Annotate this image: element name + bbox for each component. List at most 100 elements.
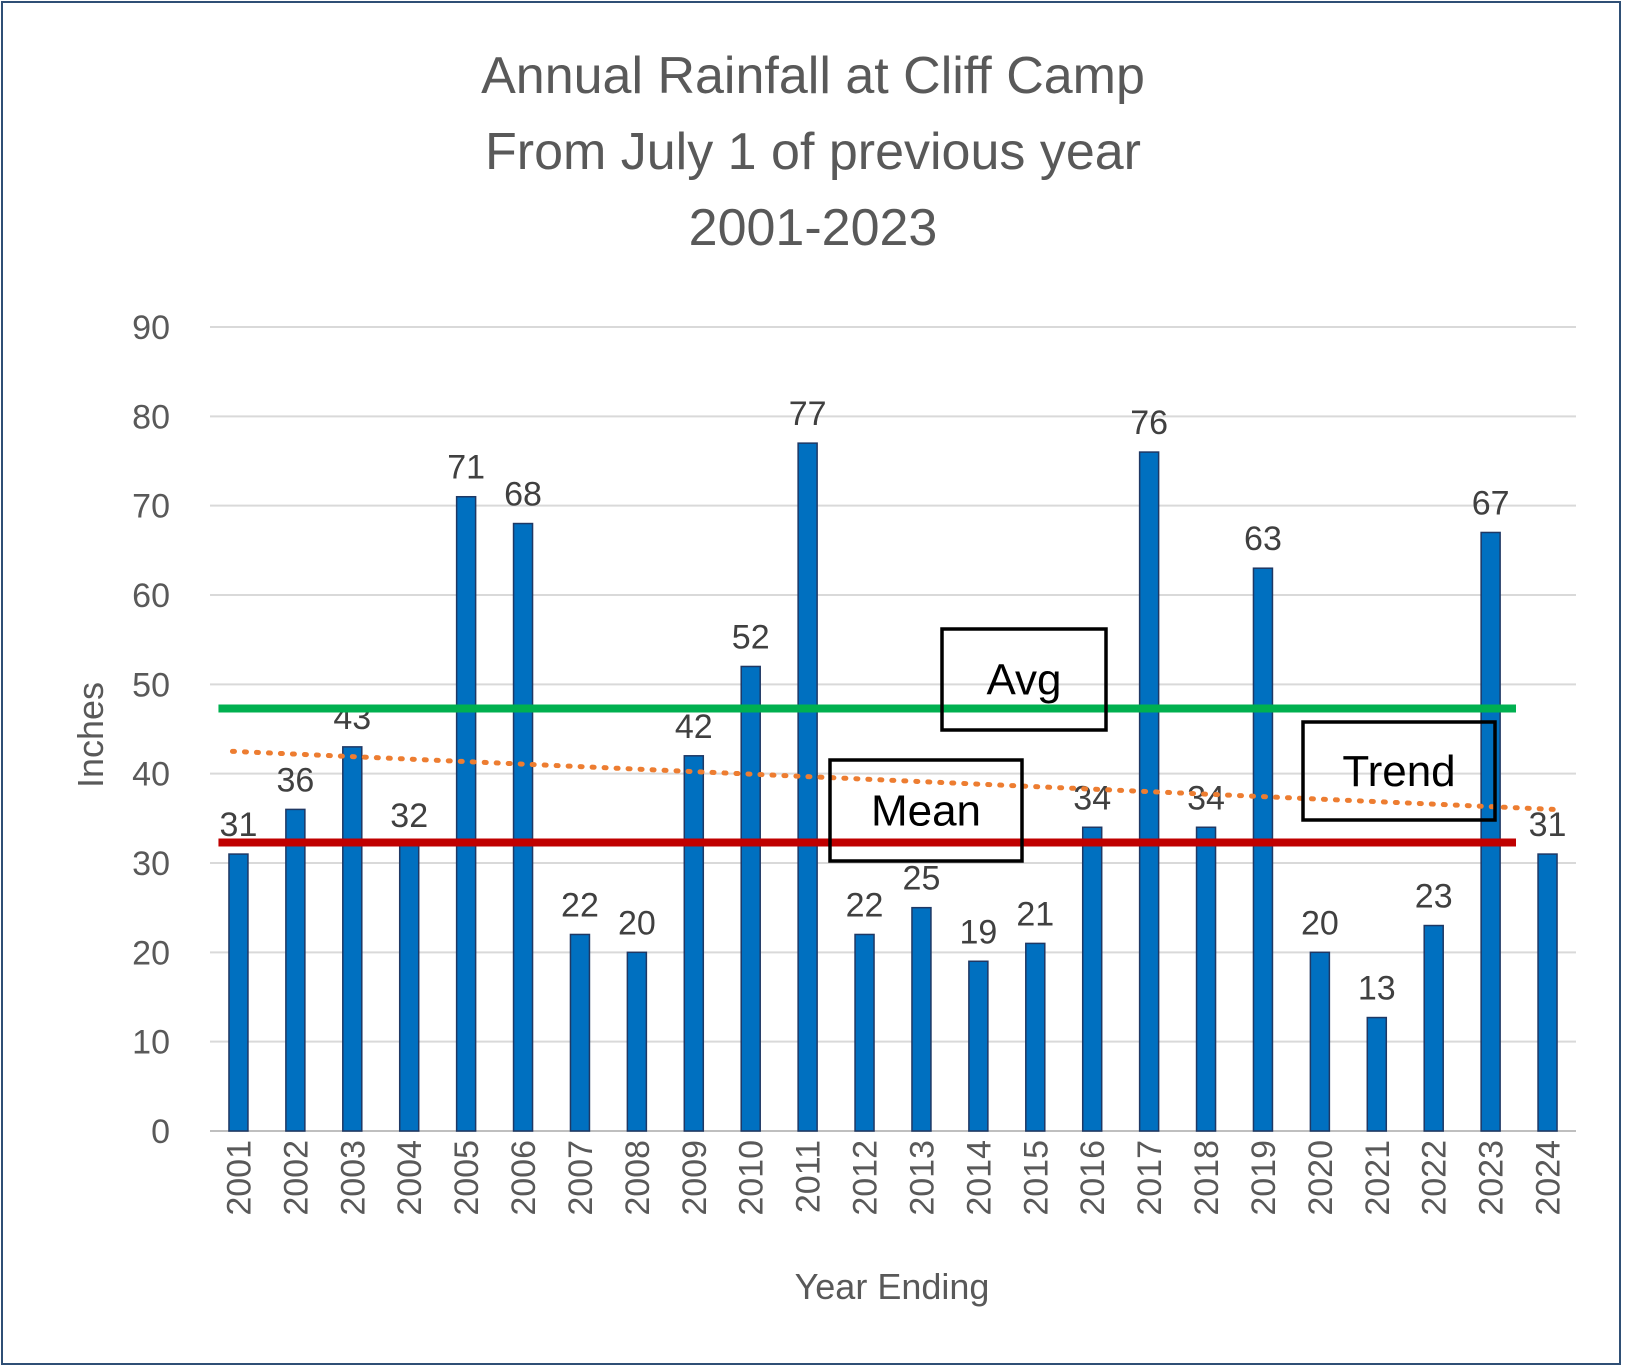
y-axis-ticks: 0 10 20 30 40 50 60 70 80 90 [132,309,170,1151]
y-tick-label: 30 [132,845,170,883]
bar [1537,853,1558,1132]
x-tick-label: 2013 [903,1140,941,1216]
data-label: 20 [1301,904,1339,942]
bar [1423,924,1444,1132]
x-tick-label: 2006 [505,1140,543,1216]
data-label: 19 [959,913,997,951]
x-tick-label: 2015 [1017,1140,1055,1216]
mean-annotation: Mean [828,758,1024,863]
bar [1195,826,1217,1132]
x-tick-label: 2017 [1131,1140,1169,1216]
bar [626,951,648,1132]
y-tick-label: 50 [132,666,170,704]
bar [740,665,761,1132]
x-axis-label: Year Ending [795,1266,990,1307]
bar [683,755,705,1132]
bar [569,933,591,1132]
data-label: 42 [675,708,713,746]
bar [512,522,534,1132]
x-tick-label: 2021 [1359,1140,1397,1216]
data-label: 25 [903,860,941,898]
trend-annotation: Trend [1301,720,1497,822]
data-label: 63 [1244,520,1282,558]
data-label: 34 [1187,779,1225,817]
mean-box [828,758,1024,863]
x-tick-label: 2003 [334,1140,372,1216]
y-tick-label: 0 [151,1113,170,1151]
annotations: Avg Mean Trend [828,627,1497,863]
data-label: 22 [846,886,884,924]
data-label: 31 [1529,806,1567,844]
data-label: 32 [390,797,428,835]
data-label: 34 [1073,779,1111,817]
mean-label: Mean [871,787,981,836]
data-label: 20 [618,904,656,942]
chart-title-line-1: Annual Rainfall at Cliff Camp [481,47,1145,105]
y-tick-label: 70 [132,488,170,526]
reference-lines [218,704,1557,847]
x-tick-label: 2016 [1074,1140,1112,1216]
bar [285,808,306,1132]
y-tick-label: 80 [132,398,170,436]
bar [968,960,989,1132]
y-tick-label: 10 [132,1024,170,1062]
x-tick-label: 2012 [847,1140,885,1216]
bar [1081,826,1103,1132]
x-tick-label: 2019 [1245,1140,1283,1216]
data-label: 68 [504,476,542,514]
x-tick-label: 2005 [448,1140,486,1216]
avg-box [940,627,1108,732]
bar [854,933,875,1132]
y-tick-label: 20 [132,934,170,972]
data-label: 77 [789,395,827,433]
data-label: 71 [447,449,485,487]
x-tick-label: 2023 [1473,1140,1511,1216]
bar [398,844,420,1132]
trend-label: Trend [1342,747,1455,796]
y-axis-label: Inches [70,682,111,788]
y-tick-label: 40 [132,756,170,794]
bar [1025,942,1046,1132]
data-label: 67 [1472,484,1510,522]
bar [342,746,363,1132]
chart-title-line-3: 2001-2023 [688,199,938,257]
x-tick-label: 2022 [1416,1140,1454,1216]
bar [1366,1016,1388,1132]
gridlines [210,326,1576,1132]
y-tick-label: 90 [132,309,170,347]
x-tick-label: 2014 [960,1140,998,1216]
x-tick-label: 2007 [562,1140,600,1216]
x-tick-label: 2004 [391,1140,429,1216]
x-tick-label: 2024 [1530,1140,1568,1216]
x-tick-label: 2009 [676,1140,714,1216]
avg-label: Avg [986,656,1061,705]
x-tick-label: 2002 [277,1140,315,1216]
x-tick-label: 2008 [619,1140,657,1216]
bar [911,906,932,1132]
x-tick-label: 2011 [790,1140,828,1213]
data-label: 22 [561,886,599,924]
x-tick-label: 2018 [1188,1140,1226,1216]
bar [1252,567,1274,1132]
data-label: 76 [1130,404,1168,442]
x-tick-label: 2010 [733,1140,771,1216]
trend-box [1301,720,1497,822]
data-label: 31 [220,806,258,844]
bar [1309,951,1331,1132]
y-tick-label: 60 [132,577,170,615]
data-label: 13 [1358,970,1396,1008]
bar [455,495,477,1132]
avg-annotation: Avg [940,627,1108,732]
x-tick-label: 2020 [1302,1140,1340,1216]
x-tick-label: 2001 [220,1140,258,1216]
data-label: 36 [276,761,314,799]
data-label: 23 [1415,878,1453,916]
bar [1480,531,1501,1132]
x-axis-ticks: 2001 2002 2003 2004 2005 2006 2007 2008 2009 2010… [220,1140,1567,1216]
chart-title-line-2: From July 1 of previous year [484,123,1142,181]
bar [228,853,249,1132]
data-label: 52 [732,618,770,656]
bar [797,442,818,1132]
data-label: 21 [1016,895,1054,933]
